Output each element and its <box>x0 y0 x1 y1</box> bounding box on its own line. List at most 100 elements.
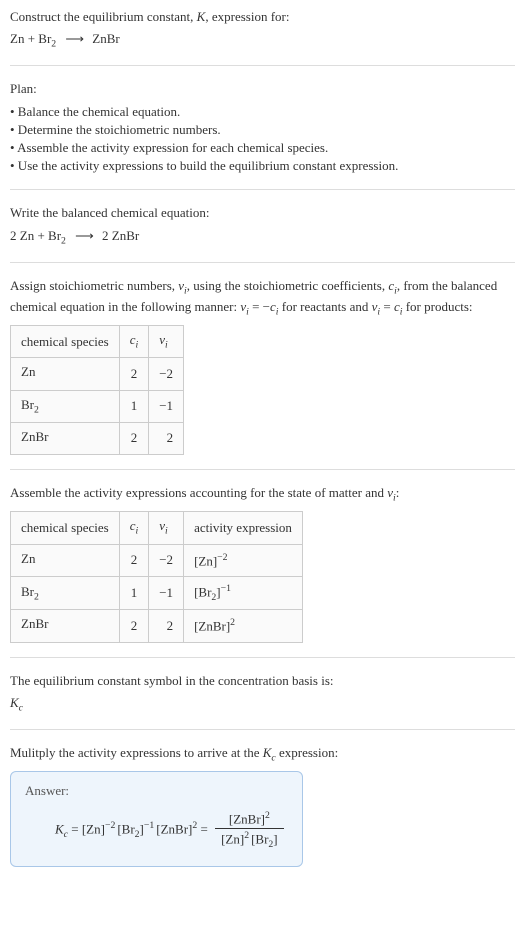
cell-nu: −2 <box>149 544 184 576</box>
reaction-lhs: Zn + Br <box>10 31 51 46</box>
multiply-line: Mulitply the activity expressions to arr… <box>10 744 515 765</box>
intro-reaction: Zn + Br2 ⟶ ZnBr <box>10 30 515 51</box>
stoich-text-e: for products: <box>402 299 472 314</box>
ans-K: K <box>55 821 64 836</box>
reaction-rhs: ZnBr <box>92 31 119 46</box>
plan-bullet-2: • Determine the stoichiometric numbers. <box>10 121 515 139</box>
table-row: Br2 1 −1 [Br2]−1 <box>11 576 303 610</box>
kc-symbol: Kc <box>10 694 515 715</box>
table-row: ZnBr 2 2 <box>11 422 184 454</box>
section-activity: Assemble the activity expressions accoun… <box>10 484 515 658</box>
cell-nu: 2 <box>149 610 184 642</box>
balanced-title: Write the balanced chemical equation: <box>10 204 515 222</box>
sp-a: ZnBr <box>21 616 48 631</box>
sp-a: Br <box>21 397 34 412</box>
intro-line: Construct the equilibrium constant, K, e… <box>10 8 515 26</box>
ans-t2a: [Br <box>117 821 134 836</box>
th-c: ci <box>119 512 149 544</box>
balanced-arrow: ⟶ <box>75 227 93 245</box>
kc-Ksub: c <box>19 702 23 713</box>
frac-num: [ZnBr]2 <box>215 809 284 829</box>
th-activity: activity expression <box>184 512 303 544</box>
cell-species: Br2 <box>11 576 120 610</box>
stoich-text-b: , using the stoichiometric coefficients, <box>187 278 389 293</box>
cell-activity: [Br2]−1 <box>184 576 303 610</box>
plan-bullet-1: • Balance the chemical equation. <box>10 103 515 121</box>
th-nu-sub: i <box>165 526 168 537</box>
section-kc-symbol: The equilibrium constant symbol in the c… <box>10 672 515 730</box>
th-nu: νi <box>149 512 184 544</box>
th-nu: νi <box>149 326 184 358</box>
expr-a: [ZnBr] <box>194 619 230 634</box>
expr-pow: 2 <box>230 617 235 628</box>
cell-c: 1 <box>119 576 149 610</box>
activity-text-a: Assemble the activity expressions accoun… <box>10 485 387 500</box>
th-nu-sub: i <box>165 340 168 351</box>
den-apow: 2 <box>244 830 249 841</box>
reaction-lhs-sub: 2 <box>51 39 56 50</box>
ans-eq2: = <box>197 821 211 836</box>
expr-pow: −1 <box>221 583 231 594</box>
num-pow: 2 <box>265 810 270 821</box>
section-intro: Construct the equilibrium constant, K, e… <box>10 8 515 66</box>
table-row: Br2 1 −1 <box>11 390 184 422</box>
sp-a: Br <box>21 584 34 599</box>
table-header-row: chemical species ci νi activity expressi… <box>11 512 303 544</box>
section-stoich: Assign stoichiometric numbers, νi , using… <box>10 277 515 470</box>
expr-pow: −2 <box>217 552 227 563</box>
expr-a: [Zn] <box>194 553 217 568</box>
table-row: Zn 2 −2 <box>11 358 184 390</box>
balanced-reaction: 2 Zn + Br2 ⟶ 2 ZnBr <box>10 227 515 248</box>
sp-sub: 2 <box>34 404 39 415</box>
stoich-text-a: Assign stoichiometric numbers, <box>10 278 178 293</box>
kc-K: K <box>10 695 19 710</box>
cell-species: ZnBr <box>11 422 120 454</box>
ans-fraction: [ZnBr]2[Zn]2[Br2] <box>215 809 284 852</box>
cell-activity: [ZnBr]2 <box>184 610 303 642</box>
sp-sub: 2 <box>34 591 39 602</box>
activity-para: Assemble the activity expressions accoun… <box>10 484 515 505</box>
section-multiply: Mulitply the activity expressions to arr… <box>10 744 515 873</box>
cell-c: 2 <box>119 422 149 454</box>
answer-equation: Kc = [Zn]−2[Br2]−1[ZnBr]2 = [ZnBr]2[Zn]2… <box>25 809 288 852</box>
ans-eq: = <box>68 821 82 836</box>
cell-nu: −1 <box>149 576 184 610</box>
stoich-para: Assign stoichiometric numbers, νi, using… <box>10 277 515 319</box>
den-b-a: [Br <box>251 831 268 846</box>
table-header-row: chemical species ci νi <box>11 326 184 358</box>
cell-species: Br2 <box>11 390 120 422</box>
activity-text-b: : <box>396 485 400 500</box>
ans-p2: −1 <box>144 820 154 831</box>
stoich-eq2-mid: = <box>380 299 394 314</box>
sp-a: Zn <box>21 364 35 379</box>
section-balanced: Write the balanced chemical equation: 2 … <box>10 204 515 262</box>
table-row: ZnBr 2 2 [ZnBr]2 <box>11 610 303 642</box>
num-a: [ZnBr] <box>229 811 265 826</box>
sp-a: ZnBr <box>21 429 48 444</box>
multiply-text-b: expression: <box>276 745 338 760</box>
activity-table: chemical species ci νi activity expressi… <box>10 511 303 642</box>
intro-text-a: Construct the equilibrium constant, <box>10 9 197 24</box>
cell-species: Zn <box>11 358 120 390</box>
th-c-sub: i <box>136 340 139 351</box>
sp-a: Zn <box>21 551 35 566</box>
stoich-eq1-mid: = − <box>249 299 270 314</box>
cell-c: 1 <box>119 390 149 422</box>
cell-c: 2 <box>119 544 149 576</box>
th-c-sub: i <box>136 526 139 537</box>
stoich-table: chemical species ci νi Zn 2 −2 Br2 1 −1 … <box>10 325 184 455</box>
cell-species: Zn <box>11 544 120 576</box>
cell-nu: 2 <box>149 422 184 454</box>
table-row: Zn 2 −2 [Zn]−2 <box>11 544 303 576</box>
cell-activity: [Zn]−2 <box>184 544 303 576</box>
ans-p1: −2 <box>105 820 115 831</box>
answer-box: Answer: Kc = [Zn]−2[Br2]−1[ZnBr]2 = [ZnB… <box>10 771 303 866</box>
ans-t1: [Zn] <box>82 821 105 836</box>
kc-symbol-line: The equilibrium constant symbol in the c… <box>10 672 515 690</box>
balanced-rhs: 2 ZnBr <box>102 228 139 243</box>
den-b-b: ] <box>273 831 277 846</box>
stoich-text-d: for reactants and <box>279 299 372 314</box>
ans-t3: [ZnBr] <box>156 821 192 836</box>
plan-bullet-3: • Assemble the activity expression for e… <box>10 139 515 157</box>
plan-bullets: • Balance the chemical equation. • Deter… <box>10 103 515 176</box>
